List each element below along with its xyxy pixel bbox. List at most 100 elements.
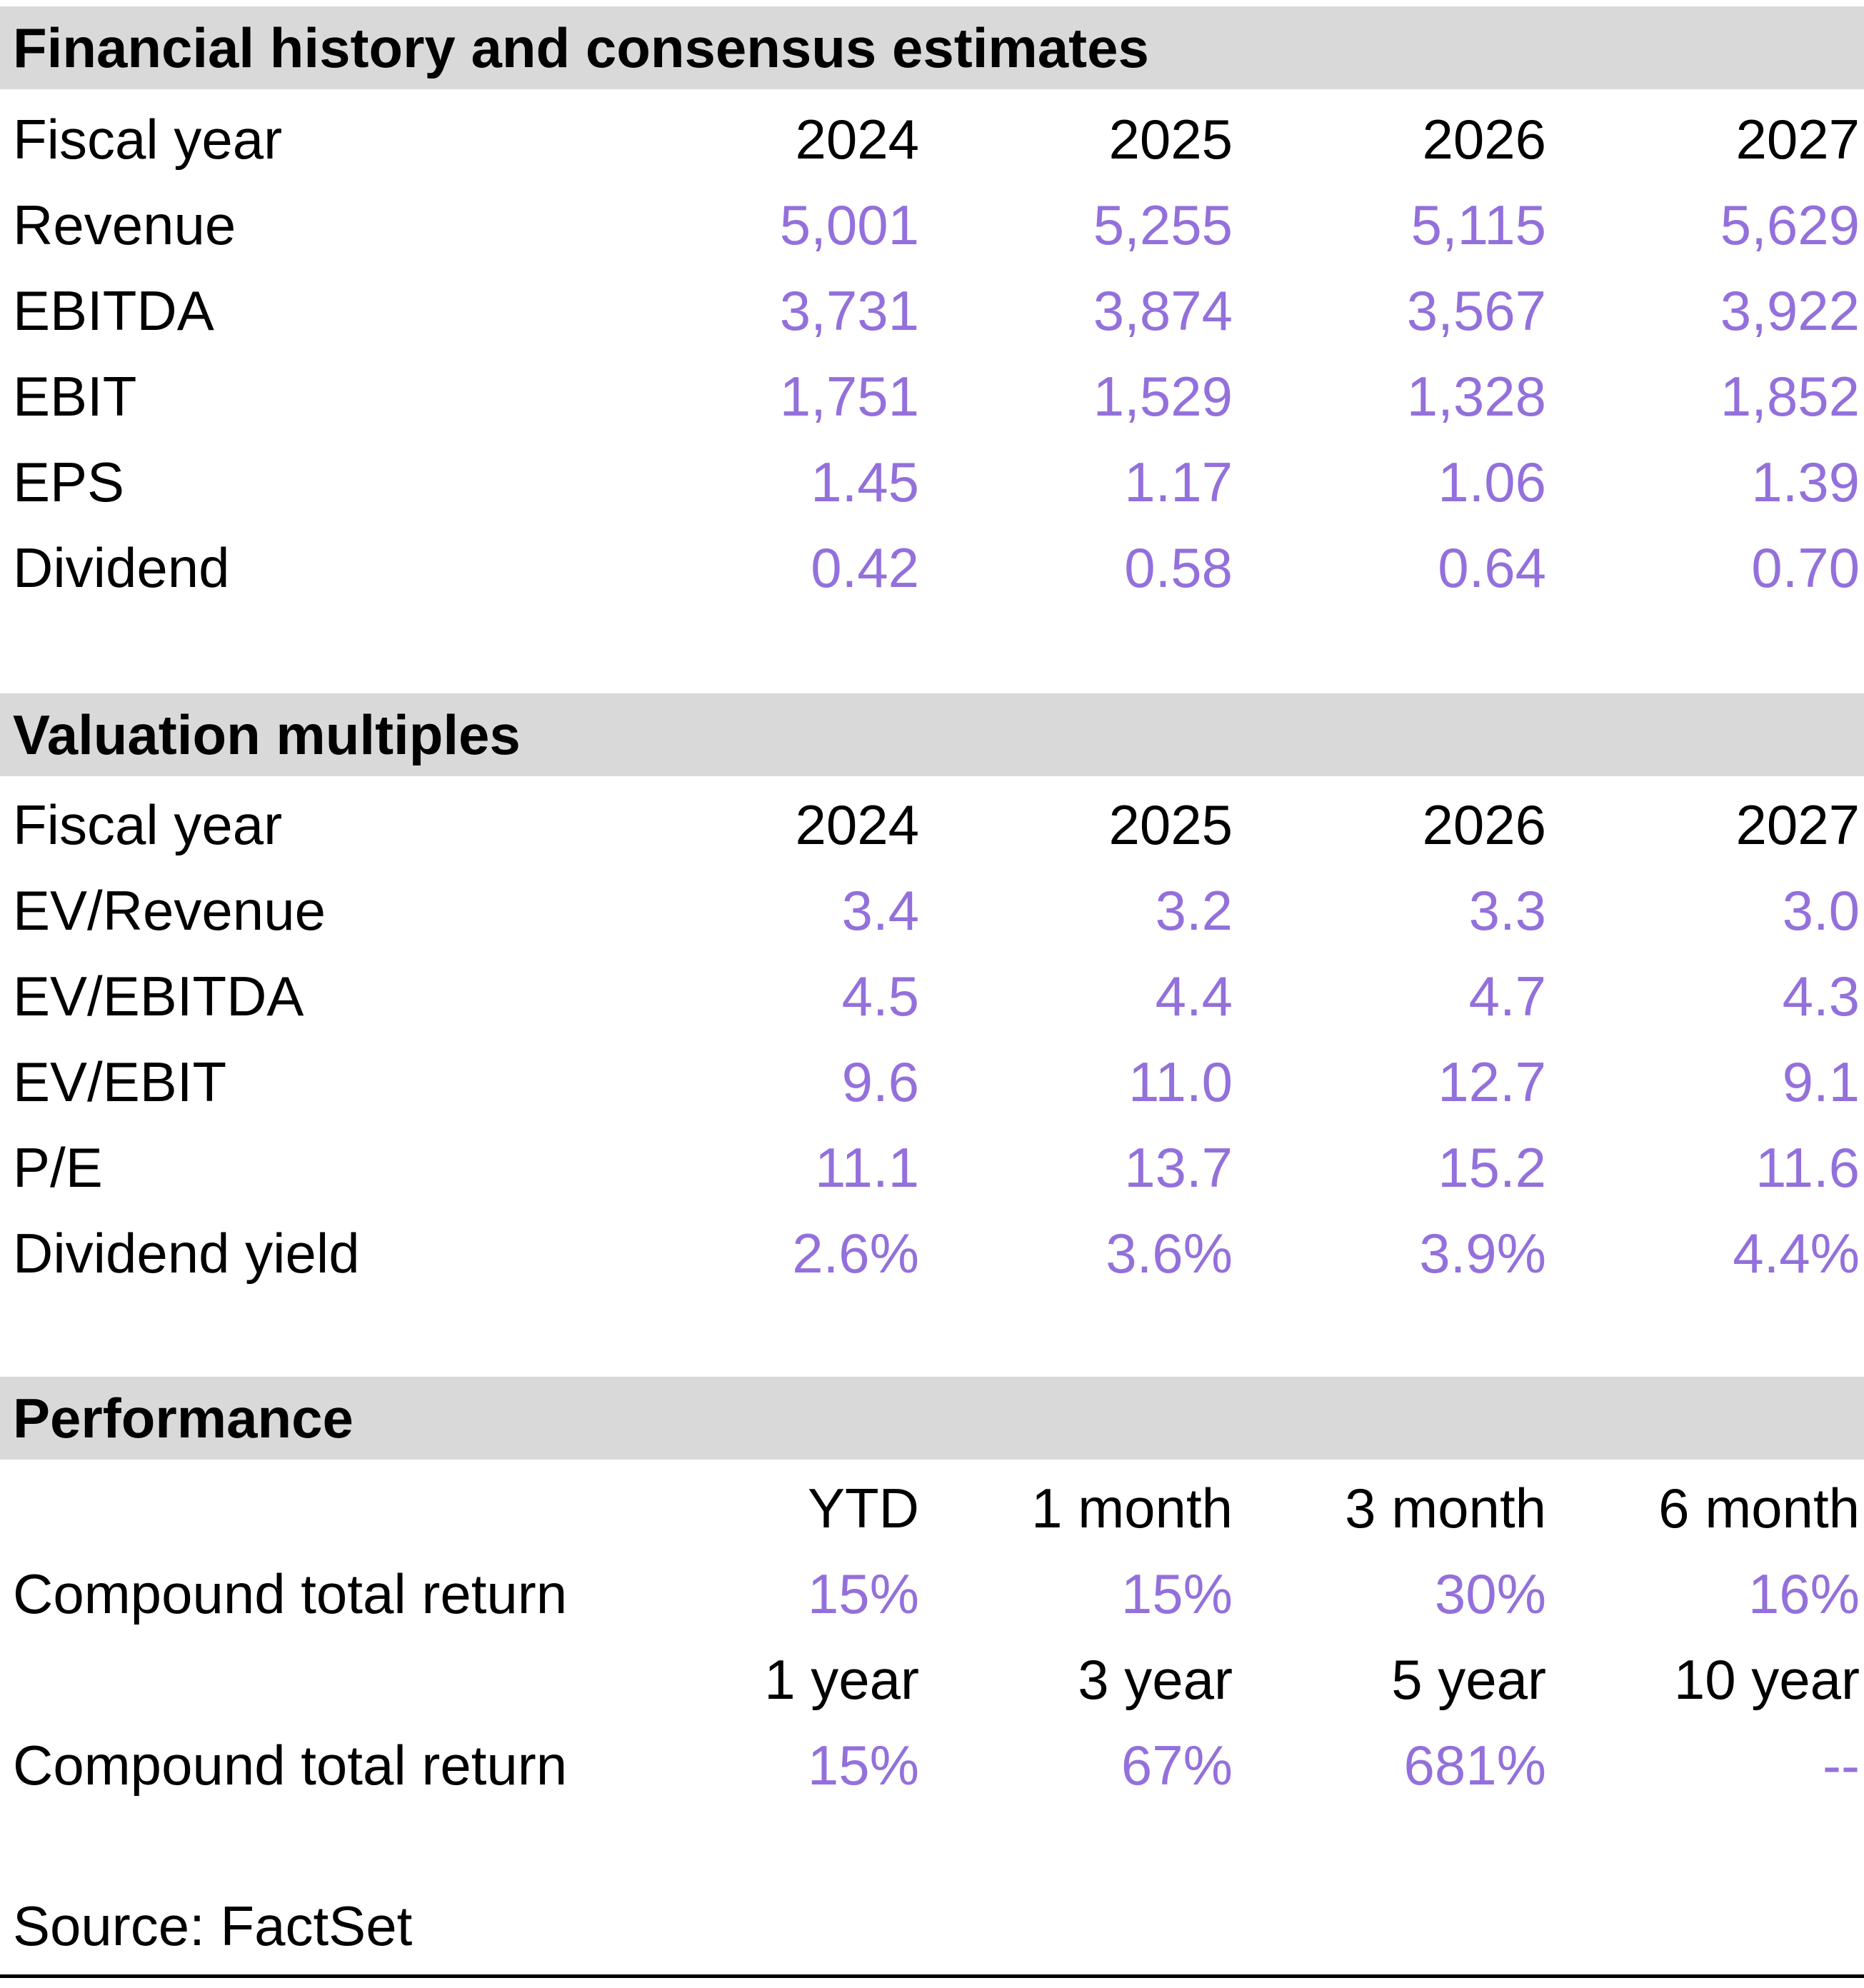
value-cell: 15% <box>1121 1562 1233 1625</box>
table-row-pe: P/E 11.1 13.7 15.2 11.6 <box>0 1125 1864 1210</box>
value-cell: 0.64 <box>1438 536 1546 599</box>
row-label-ebitda: EBITDA <box>13 278 214 342</box>
table-row-dividend-yield: Dividend yield 2.6% 3.6% 3.9% 4.4% <box>0 1210 1864 1296</box>
value-cell: 2.6% <box>792 1221 919 1285</box>
value-cell: 681% <box>1403 1733 1547 1797</box>
value-cell: 3.3 <box>1468 878 1546 942</box>
period-column-header: YTD <box>808 1476 919 1540</box>
section-header-performance: Performance <box>0 1377 1864 1460</box>
year-column-header: 2027 <box>1735 793 1860 856</box>
row-label-dividend: Dividend <box>13 536 230 599</box>
value-cell: 0.70 <box>1751 536 1860 599</box>
period-column-header: 5 year <box>1391 1647 1546 1711</box>
value-cell: 3.6% <box>1106 1221 1233 1285</box>
section-title: Performance <box>13 1386 354 1450</box>
table-row-ev-revenue: EV/Revenue 3.4 3.2 3.3 3.0 <box>0 868 1864 953</box>
year-column-header: 2026 <box>1422 107 1546 171</box>
row-label-ev-ebit: EV/EBIT <box>13 1050 227 1113</box>
row-label-eps: EPS <box>13 450 125 513</box>
value-cell: 1,852 <box>1720 364 1860 428</box>
table-row-dividend: Dividend 0.42 0.58 0.64 0.70 <box>0 525 1864 611</box>
table-row-compound-total-return-long: Compound total return 15% 67% 681% -- <box>0 1722 1864 1808</box>
value-cell: 4.3 <box>1782 964 1860 1028</box>
value-cell: 1.45 <box>811 450 919 513</box>
row-label-compound-total-return: Compound total return <box>13 1733 568 1797</box>
value-cell: 3.0 <box>1782 878 1860 942</box>
period-column-header: 1 month <box>1031 1476 1233 1540</box>
row-label-fiscal-year: Fiscal year <box>13 107 283 171</box>
year-column-header: 2025 <box>1108 793 1233 856</box>
table-row-fiscal-year: Fiscal year 2024 2025 2026 2027 <box>0 96 1864 182</box>
row-label-ev-ebitda: EV/EBITDA <box>13 964 304 1028</box>
value-cell: 0.58 <box>1124 536 1233 599</box>
value-cell: 15% <box>807 1562 919 1625</box>
section-title: Valuation multiples <box>13 703 521 766</box>
value-cell: 1.06 <box>1438 450 1546 513</box>
row-label-revenue: Revenue <box>13 193 236 256</box>
table-row-ev-ebitda: EV/EBITDA 4.5 4.4 4.7 4.3 <box>0 953 1864 1039</box>
table-row-ebitda: EBITDA 3,731 3,874 3,567 3,922 <box>0 268 1864 353</box>
row-label-pe: P/E <box>13 1135 103 1199</box>
value-cell: 5,115 <box>1410 193 1546 256</box>
table-row-ev-ebit: EV/EBIT 9.6 11.0 12.7 9.1 <box>0 1039 1864 1125</box>
period-column-header: 3 year <box>1078 1647 1233 1711</box>
source-note-text: Source: FactSet <box>13 1894 413 1957</box>
empty-cell <box>0 1637 610 1722</box>
section-header-financial-history: Financial history and consensus estimate… <box>0 6 1864 89</box>
value-cell: 13.7 <box>1124 1135 1233 1199</box>
value-cell: 67% <box>1121 1733 1233 1797</box>
value-cell: 9.6 <box>841 1050 919 1113</box>
value-cell: -- <box>1823 1733 1860 1797</box>
year-column-header: 2024 <box>795 107 919 171</box>
section-header-valuation-multiples: Valuation multiples <box>0 693 1864 776</box>
row-label-ebit: EBIT <box>13 364 137 428</box>
value-cell: 3.4 <box>841 878 919 942</box>
value-cell: 9.1 <box>1782 1050 1860 1113</box>
value-cell: 3.9% <box>1419 1221 1546 1285</box>
period-column-header: 10 year <box>1673 1647 1860 1711</box>
period-column-header: 6 month <box>1658 1476 1860 1540</box>
period-column-header: 3 month <box>1345 1476 1546 1540</box>
value-cell: 1,529 <box>1093 364 1233 428</box>
value-cell: 5,001 <box>779 193 919 256</box>
valuation-multiples-table: Fiscal year 2024 2025 2026 2027 EV/Reven… <box>0 782 1864 1296</box>
value-cell: 1.39 <box>1751 450 1860 513</box>
financial-history-table: Fiscal year 2024 2025 2026 2027 Revenue … <box>0 96 1864 611</box>
section-title: Financial history and consensus estimate… <box>13 16 1149 79</box>
value-cell: 3,922 <box>1720 278 1860 342</box>
bottom-divider-line <box>0 1974 1864 1978</box>
row-label-dividend-yield: Dividend yield <box>13 1221 360 1285</box>
table-row-revenue: Revenue 5,001 5,255 5,115 5,629 <box>0 182 1864 268</box>
value-cell: 11.0 <box>1128 1050 1233 1113</box>
value-cell: 12.7 <box>1438 1050 1546 1113</box>
table-row-eps: EPS 1.45 1.17 1.06 1.39 <box>0 439 1864 525</box>
value-cell: 11.6 <box>1755 1135 1860 1199</box>
value-cell: 3,567 <box>1406 278 1546 342</box>
year-column-header: 2025 <box>1108 107 1233 171</box>
source-note: Source: FactSet <box>0 1883 1864 1969</box>
value-cell: 4.4% <box>1733 1221 1860 1285</box>
value-cell: 15.2 <box>1438 1135 1546 1199</box>
value-cell: 4.7 <box>1468 964 1546 1028</box>
value-cell: 11.1 <box>814 1135 919 1199</box>
value-cell: 1,328 <box>1406 364 1546 428</box>
period-column-header: 1 year <box>764 1647 919 1711</box>
value-cell: 4.5 <box>841 964 919 1028</box>
year-column-header: 2026 <box>1422 793 1546 856</box>
row-label-ev-revenue: EV/Revenue <box>13 878 326 942</box>
value-cell: 4.4 <box>1155 964 1233 1028</box>
value-cell: 16% <box>1748 1562 1860 1625</box>
table-row-period-header-long: 1 year 3 year 5 year 10 year <box>0 1637 1864 1722</box>
value-cell: 5,629 <box>1720 193 1860 256</box>
year-column-header: 2024 <box>795 793 919 856</box>
row-label-compound-total-return: Compound total return <box>13 1562 568 1625</box>
empty-cell <box>0 1465 610 1551</box>
value-cell: 5,255 <box>1093 193 1233 256</box>
performance-table: YTD 1 month 3 month 6 month Compound tot… <box>0 1465 1864 1808</box>
year-column-header: 2027 <box>1735 107 1860 171</box>
value-cell: 3.2 <box>1155 878 1233 942</box>
value-cell: 0.42 <box>811 536 919 599</box>
value-cell: 3,874 <box>1093 278 1233 342</box>
value-cell: 1.17 <box>1124 450 1233 513</box>
row-label-fiscal-year: Fiscal year <box>13 793 283 856</box>
